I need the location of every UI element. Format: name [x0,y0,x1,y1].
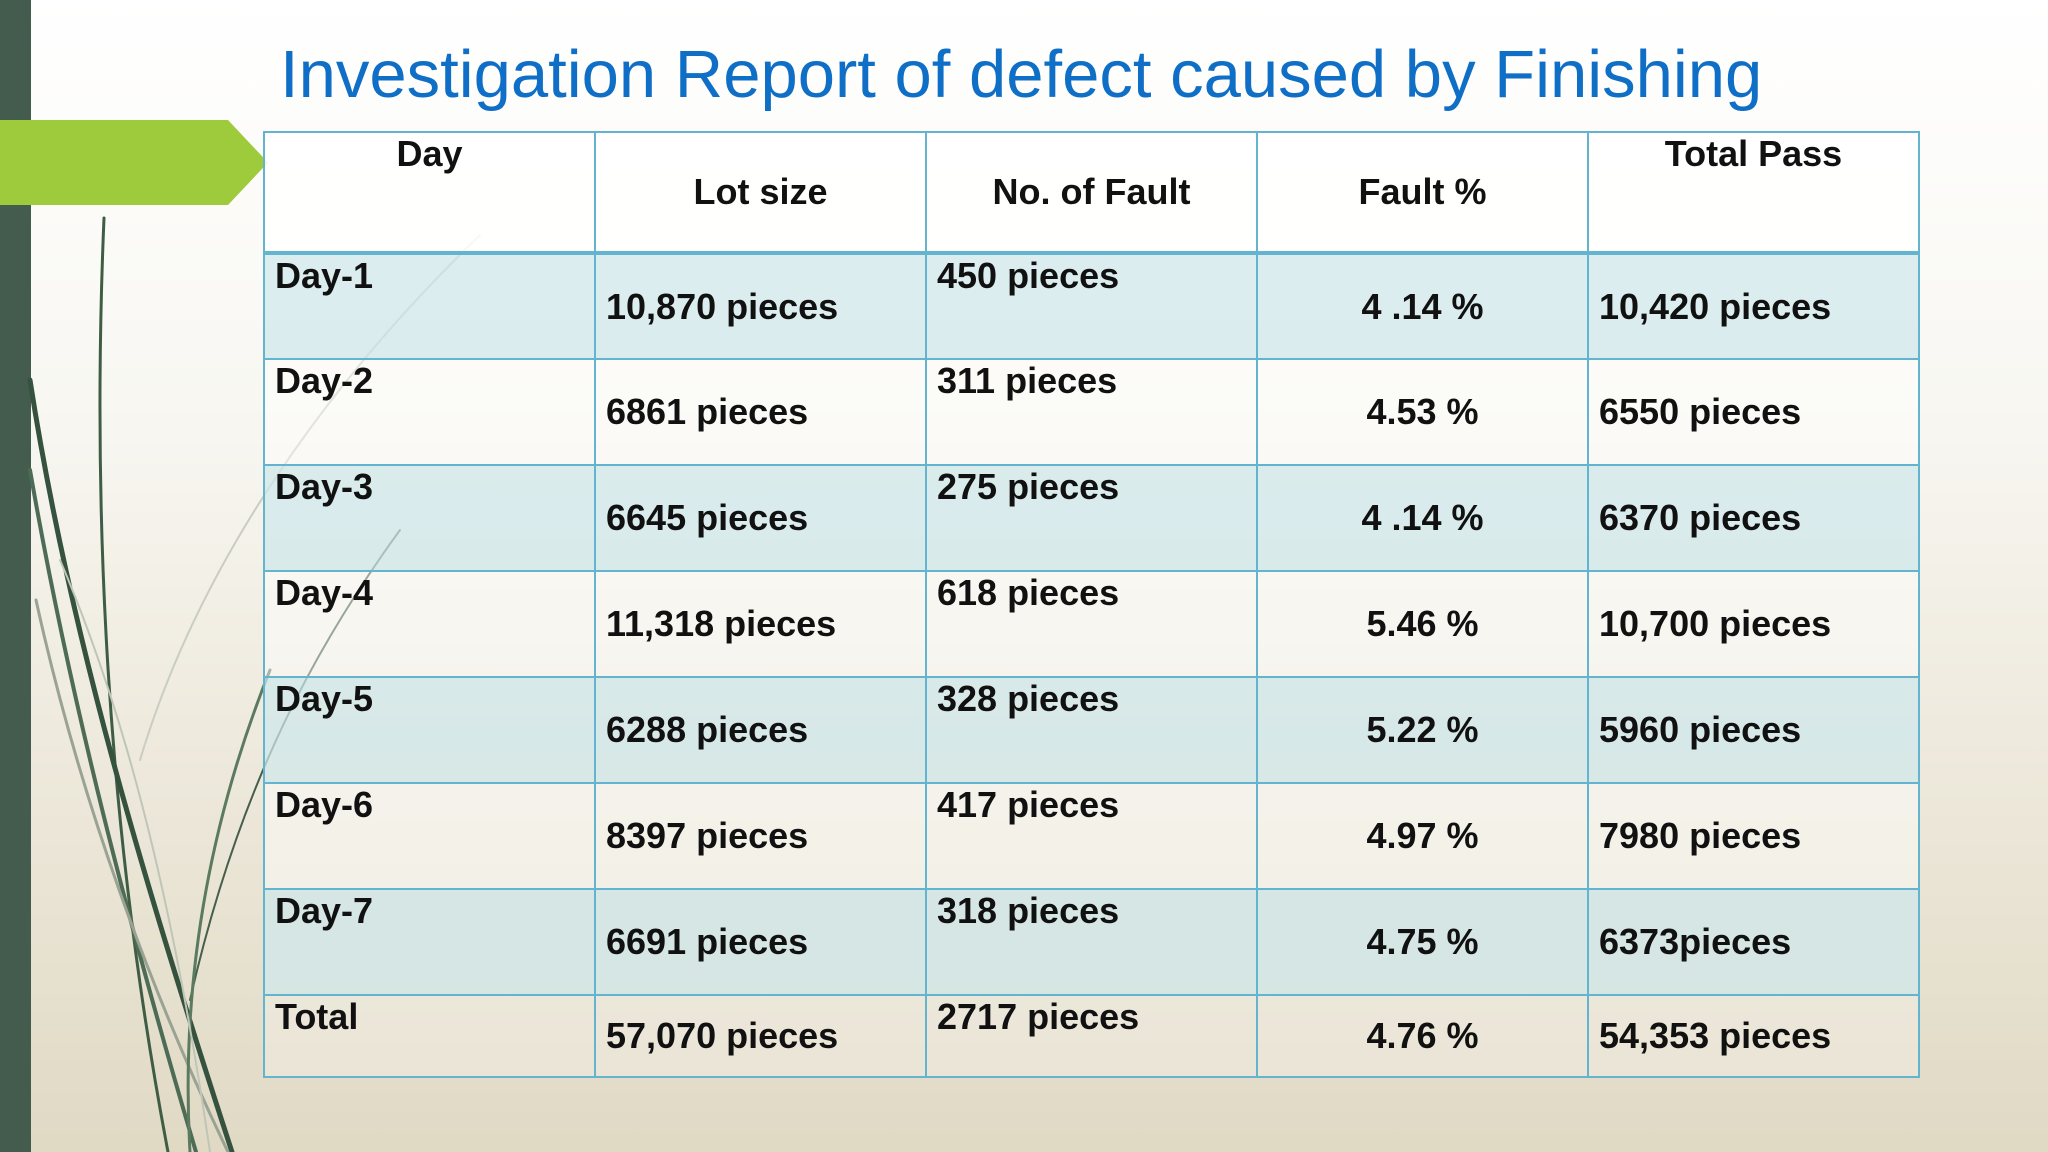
cell-lot-size: 57,070 pieces [594,994,927,1078]
table-row: Day-1 10,870 pieces 450 pieces 4 .14 % 1… [263,252,1920,360]
cell-day: Day-2 [263,358,596,466]
cell-faults: 450 pieces [925,252,1258,360]
cell-lot-size: 10,870 pieces [594,252,927,360]
table-row: Day-5 6288 pieces 328 pieces 5.22 % 5960… [263,676,1920,784]
cell-day: Day-7 [263,888,596,996]
header-fault-percent: Fault % [1256,131,1589,255]
header-no-of-fault: No. of Fault [925,131,1258,255]
cell-total-pass: 7980 pieces [1587,782,1920,890]
cell-fault-percent: 4.75 % [1256,888,1589,996]
cell-fault-percent: 4.97 % [1256,782,1589,890]
table-row: Day-4 11,318 pieces 618 pieces 5.46 % 10… [263,570,1920,678]
table-row: Day-6 8397 pieces 417 pieces 4.97 % 7980… [263,782,1920,890]
table-total-row: Total 57,070 pieces 2717 pieces 4.76 % 5… [263,994,1920,1078]
cell-fault-percent: 5.22 % [1256,676,1589,784]
cell-lot-size: 6861 pieces [594,358,927,466]
table-row: Day-7 6691 pieces 318 pieces 4.75 % 6373… [263,888,1920,996]
cell-lot-size: 6645 pieces [594,464,927,572]
header-lot-size: Lot size [594,131,927,255]
cell-lot-size: 6691 pieces [594,888,927,996]
table-row: Day-2 6861 pieces 311 pieces 4.53 % 6550… [263,358,1920,466]
table-header-row: Day Lot size No. of Fault Fault % Total … [263,131,1920,255]
cell-lot-size: 11,318 pieces [594,570,927,678]
cell-total-pass: 6370 pieces [1587,464,1920,572]
cell-fault-percent: 5.46 % [1256,570,1589,678]
cell-day: Day-5 [263,676,596,784]
cell-lot-size: 8397 pieces [594,782,927,890]
cell-total-pass: 6373pieces [1587,888,1920,996]
green-arrow-icon [0,120,268,205]
cell-total-pass: 6550 pieces [1587,358,1920,466]
cell-faults: 275 pieces [925,464,1258,572]
cell-faults: 318 pieces [925,888,1258,996]
cell-fault-percent: 4 .14 % [1256,252,1589,360]
cell-faults: 417 pieces [925,782,1258,890]
header-total-pass: Total Pass [1587,131,1920,255]
cell-total-pass: 10,420 pieces [1587,252,1920,360]
cell-faults: 328 pieces [925,676,1258,784]
investigation-report-table: Day Lot size No. of Fault Fault % Total … [263,131,1920,1078]
cell-faults: 311 pieces [925,358,1258,466]
table-row: Day-3 6645 pieces 275 pieces 4 .14 % 637… [263,464,1920,572]
cell-faults: 618 pieces [925,570,1258,678]
cell-fault-percent: 4.53 % [1256,358,1589,466]
cell-total-pass: 10,700 pieces [1587,570,1920,678]
cell-day: Total [263,994,596,1078]
cell-total-pass: 54,353 pieces [1587,994,1920,1078]
cell-faults: 2717 pieces [925,994,1258,1078]
cell-total-pass: 5960 pieces [1587,676,1920,784]
cell-fault-percent: 4.76 % [1256,994,1589,1078]
cell-fault-percent: 4 .14 % [1256,464,1589,572]
cell-day: Day-6 [263,782,596,890]
page-title: Investigation Report of defect caused by… [280,37,1763,112]
cell-day: Day-1 [263,252,596,360]
cell-day: Day-3 [263,464,596,572]
header-day: Day [263,131,596,255]
cell-day: Day-4 [263,570,596,678]
cell-lot-size: 6288 pieces [594,676,927,784]
